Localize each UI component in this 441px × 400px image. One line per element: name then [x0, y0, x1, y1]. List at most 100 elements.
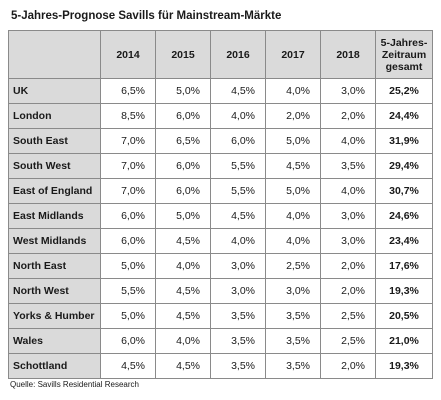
region-label: North West [8, 278, 101, 304]
value-cell-2014: 5,5% [100, 278, 156, 304]
table-row: North West 5,5% 4,5% 3,0% 3,0% 2,0% 19,3% [8, 278, 433, 304]
value-cell-2017: 4,5% [265, 153, 321, 179]
value-cell-2018: 2,0% [320, 353, 376, 379]
total-cell: 29,4% [375, 153, 433, 179]
value-cell-2015: 4,0% [155, 253, 211, 279]
total-cell: 23,4% [375, 228, 433, 254]
value-cell-2015: 6,0% [155, 103, 211, 129]
table-row: South West 7,0% 6,0% 5,5% 4,5% 3,5% 29,4% [8, 153, 433, 179]
source-note: Quelle: Savills Residential Research [10, 380, 139, 389]
region-label: Wales [8, 328, 101, 354]
value-cell-2014: 5,0% [100, 303, 156, 329]
value-cell-2014: 6,0% [100, 328, 156, 354]
value-cell-2016: 3,0% [210, 278, 266, 304]
region-label: West Midlands [8, 228, 101, 254]
table-row: UK 6,5% 5,0% 4,5% 4,0% 3,0% 25,2% [8, 78, 433, 104]
total-cell: 19,3% [375, 278, 433, 304]
table-body: UK 6,5% 5,0% 4,5% 4,0% 3,0% 25,2% London 8,5% 6,0… [8, 78, 433, 379]
table-row: London 8,5% 6,0% 4,0% 2,0% 2,0% 24,4% [8, 103, 433, 129]
region-label: Schottland [8, 353, 101, 379]
table-row: Wales 6,0% 4,0% 3,5% 3,5% 2,5% 21,0% [8, 328, 433, 354]
table-row: South East 7,0% 6,5% 6,0% 5,0% 4,0% 31,9% [8, 128, 433, 154]
value-cell-2015: 4,5% [155, 278, 211, 304]
value-cell-2016: 4,0% [210, 103, 266, 129]
value-cell-2014: 6,0% [100, 203, 156, 229]
value-cell-2014: 8,5% [100, 103, 156, 129]
forecast-table: 2014 2015 2016 2017 2018 5-Jahres- Zeitr… [8, 30, 433, 379]
value-cell-2015: 6,5% [155, 128, 211, 154]
header-year-2014: 2014 [100, 30, 156, 79]
value-cell-2015: 6,0% [155, 153, 211, 179]
page-title: 5-Jahres-Prognose Savills für Mainstream… [11, 10, 282, 22]
header-total-line-1: 5-Jahres- [380, 36, 428, 49]
value-cell-2018: 3,0% [320, 203, 376, 229]
header-year-2016: 2016 [210, 30, 266, 79]
value-cell-2017: 4,0% [265, 78, 321, 104]
value-cell-2015: 5,0% [155, 78, 211, 104]
header-total: 5-Jahres- Zeitraum gesamt [375, 30, 433, 79]
header-row: 2014 2015 2016 2017 2018 5-Jahres- Zeitr… [8, 30, 433, 79]
value-cell-2015: 5,0% [155, 203, 211, 229]
header-year-2017: 2017 [265, 30, 321, 79]
value-cell-2017: 3,5% [265, 328, 321, 354]
total-cell: 21,0% [375, 328, 433, 354]
value-cell-2018: 3,0% [320, 78, 376, 104]
value-cell-2018: 2,5% [320, 303, 376, 329]
total-cell: 30,7% [375, 178, 433, 204]
total-cell: 24,6% [375, 203, 433, 229]
value-cell-2016: 4,5% [210, 78, 266, 104]
value-cell-2014: 7,0% [100, 178, 156, 204]
value-cell-2016: 3,5% [210, 328, 266, 354]
value-cell-2016: 5,5% [210, 178, 266, 204]
header-total-line-3: gesamt [385, 60, 423, 73]
value-cell-2018: 3,5% [320, 153, 376, 179]
value-cell-2015: 4,5% [155, 353, 211, 379]
header-year-2015: 2015 [155, 30, 211, 79]
total-cell: 31,9% [375, 128, 433, 154]
value-cell-2017: 3,0% [265, 278, 321, 304]
value-cell-2014: 7,0% [100, 153, 156, 179]
value-cell-2015: 4,5% [155, 303, 211, 329]
value-cell-2017: 5,0% [265, 178, 321, 204]
value-cell-2014: 6,5% [100, 78, 156, 104]
total-cell: 17,6% [375, 253, 433, 279]
table-row: Yorks & Humber 5,0% 4,5% 3,5% 3,5% 2,5% 20,5% [8, 303, 433, 329]
region-label: North East [8, 253, 101, 279]
value-cell-2015: 4,5% [155, 228, 211, 254]
region-label: East of England [8, 178, 101, 204]
region-label: East Midlands [8, 203, 101, 229]
table-row: West Midlands 6,0% 4,5% 4,0% 4,0% 3,0% 23,4% [8, 228, 433, 254]
value-cell-2016: 3,0% [210, 253, 266, 279]
value-cell-2015: 6,0% [155, 178, 211, 204]
value-cell-2018: 3,0% [320, 228, 376, 254]
value-cell-2018: 4,0% [320, 128, 376, 154]
value-cell-2017: 3,5% [265, 353, 321, 379]
value-cell-2014: 6,0% [100, 228, 156, 254]
header-total-line-2: Zeitraum [381, 48, 427, 61]
total-cell: 24,4% [375, 103, 433, 129]
value-cell-2015: 4,0% [155, 328, 211, 354]
value-cell-2018: 4,0% [320, 178, 376, 204]
value-cell-2016: 4,5% [210, 203, 266, 229]
value-cell-2017: 4,0% [265, 228, 321, 254]
region-label: South West [8, 153, 101, 179]
forecast-table-container: 2014 2015 2016 2017 2018 5-Jahres- Zeitr… [8, 30, 433, 379]
value-cell-2018: 2,0% [320, 278, 376, 304]
region-label: London [8, 103, 101, 129]
value-cell-2017: 2,0% [265, 103, 321, 129]
table-header: 2014 2015 2016 2017 2018 5-Jahres- Zeitr… [8, 30, 433, 79]
header-year-2018: 2018 [320, 30, 376, 79]
value-cell-2018: 2,0% [320, 103, 376, 129]
value-cell-2016: 6,0% [210, 128, 266, 154]
table-row: East Midlands 6,0% 5,0% 4,5% 4,0% 3,0% 24,6% [8, 203, 433, 229]
value-cell-2016: 3,5% [210, 353, 266, 379]
value-cell-2014: 4,5% [100, 353, 156, 379]
region-label: South East [8, 128, 101, 154]
value-cell-2017: 2,5% [265, 253, 321, 279]
total-cell: 20,5% [375, 303, 433, 329]
value-cell-2014: 7,0% [100, 128, 156, 154]
header-corner-cell [8, 30, 101, 79]
value-cell-2017: 5,0% [265, 128, 321, 154]
value-cell-2017: 3,5% [265, 303, 321, 329]
table-row: North East 5,0% 4,0% 3,0% 2,5% 2,0% 17,6% [8, 253, 433, 279]
